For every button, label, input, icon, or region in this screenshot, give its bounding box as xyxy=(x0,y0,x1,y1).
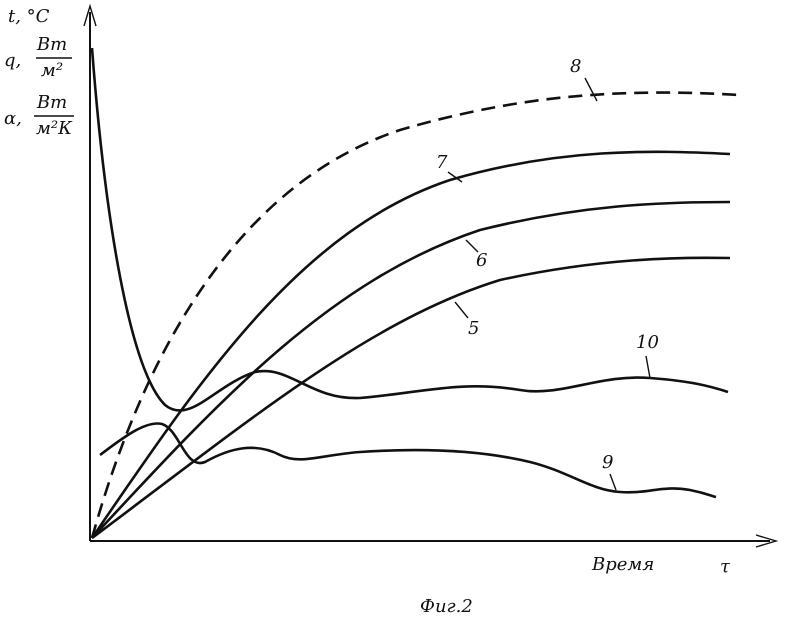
y-label-q: q, xyxy=(4,50,21,71)
curve-5 xyxy=(92,258,730,538)
curve-label: 9 xyxy=(602,452,613,473)
x-symbol: τ xyxy=(720,556,731,577)
figure: t, °C q, Вт м² α, Вт м²К Время τ 8 7 6 5… xyxy=(0,0,800,621)
leader xyxy=(646,356,650,378)
y-label-alpha: α, xyxy=(4,108,22,129)
alpha-unit-den: м²К xyxy=(36,118,73,139)
leader xyxy=(610,474,616,490)
curve-label: 6 xyxy=(476,250,487,271)
curve-label: 7 xyxy=(436,152,448,173)
curve-label: 8 xyxy=(570,56,581,77)
curve-label: 5 xyxy=(468,318,479,339)
leader xyxy=(466,240,478,252)
leader xyxy=(455,302,468,318)
curve-label: 10 xyxy=(636,332,659,353)
q-unit-num: Вт xyxy=(36,34,67,55)
caption: Фиг.2 xyxy=(420,596,473,617)
x-label: Время xyxy=(591,554,654,575)
curve-6 xyxy=(92,202,730,538)
curve-10 xyxy=(92,48,728,411)
curve-9 xyxy=(100,423,716,497)
leader xyxy=(585,78,597,101)
curve-7 xyxy=(92,152,730,538)
y-label-t: t, °C xyxy=(8,6,50,27)
alpha-unit-num: Вт xyxy=(36,92,67,113)
q-unit-den: м² xyxy=(41,60,63,81)
